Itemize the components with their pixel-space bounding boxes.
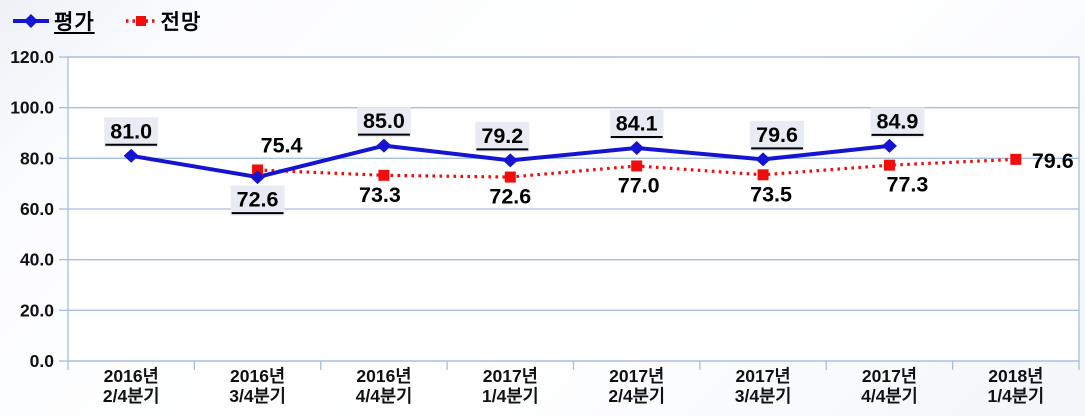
data-label-box-evaluation (750, 120, 805, 151)
marker-forecast (378, 169, 390, 181)
x-axis-label: 2018년 1/4분기 (988, 366, 1045, 406)
marker-evaluation (755, 152, 771, 167)
data-label-box-evaluation (104, 117, 159, 148)
x-axis-label: 2017년 2/4분기 (608, 366, 665, 406)
data-label-forecast: 73.3 (359, 183, 401, 207)
x-axis-label: 2016년 2/4분기 (103, 366, 160, 406)
data-label-forecast: 77.3 (887, 173, 929, 197)
y-axis-tick-label: 100.0 (10, 98, 54, 118)
x-axis-label: 2017년 4/4분기 (861, 366, 918, 406)
marker-forecast (252, 164, 264, 176)
legend-item-forecast: 전망 (125, 6, 202, 36)
data-label-evaluation: 79.2 (481, 124, 523, 148)
data-label-box-evaluation (357, 107, 411, 138)
data-label-box-evaluation (230, 185, 285, 216)
data-label-evaluation: 72.6 (237, 188, 279, 212)
y-axis-tick-label: 60.0 (20, 199, 54, 219)
marker-evaluation (250, 170, 266, 185)
data-label-forecast: 79.6 (1032, 149, 1074, 173)
marker-evaluation (502, 153, 518, 168)
data-label-box-evaluation (870, 107, 925, 138)
marker-forecast (757, 169, 769, 181)
data-label-forecast: 73.5 (750, 182, 792, 206)
legend-label-evaluation: 평가 (54, 11, 95, 34)
legend-label-forecast: 전망 (160, 11, 202, 34)
y-axis-tick-label: 20.0 (20, 300, 54, 320)
marker-forecast (1010, 153, 1022, 165)
data-label-forecast: 77.0 (618, 173, 660, 197)
y-axis-tick-label: 40.0 (20, 250, 54, 270)
forecast-series-line-icon (125, 16, 156, 26)
y-axis-tick-label: 0.0 (30, 351, 55, 371)
data-label-evaluation: 79.6 (756, 123, 798, 147)
y-axis-tick-label: 120.0 (10, 47, 54, 67)
marker-forecast (631, 160, 643, 172)
marker-forecast (883, 159, 895, 171)
data-label-evaluation: 81.0 (110, 119, 152, 143)
data-label-evaluation: 85.0 (363, 109, 405, 133)
x-axis-label: 2017년 1/4분기 (482, 366, 539, 406)
data-label-evaluation: 84.9 (877, 109, 919, 133)
x-axis-label: 2016년 3/4분기 (229, 366, 286, 406)
x-axis-label: 2016년 4/4분기 (356, 366, 413, 406)
legend: 평가 전망 (12, 6, 201, 36)
marker-evaluation (123, 148, 139, 163)
evaluation-series-line-icon (13, 14, 49, 28)
data-label-box-evaluation (609, 109, 664, 140)
marker-evaluation (629, 140, 645, 155)
marker-evaluation (376, 138, 392, 153)
legend-item-evaluation: 평가 (12, 6, 95, 36)
data-label-box-evaluation (475, 121, 530, 152)
data-label-forecast: 75.4 (261, 133, 303, 157)
data-label-forecast: 72.6 (489, 185, 531, 209)
x-axis-label: 2017년 3/4분기 (735, 366, 792, 406)
y-axis-tick-label: 80.0 (20, 148, 54, 168)
marker-evaluation (881, 138, 897, 153)
data-label-evaluation: 84.1 (616, 111, 658, 135)
marker-forecast (504, 171, 516, 183)
